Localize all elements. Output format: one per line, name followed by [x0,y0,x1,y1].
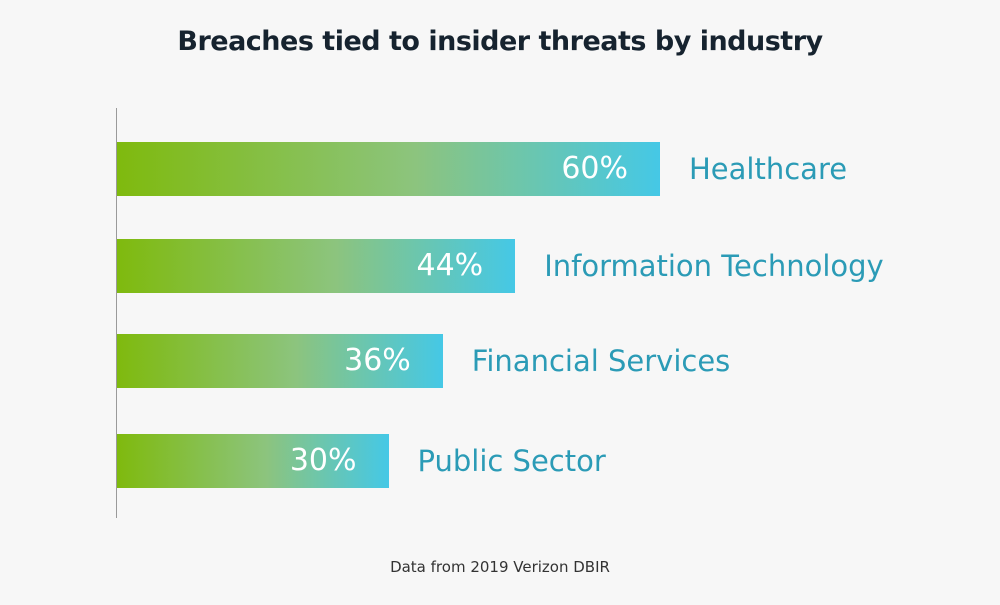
value-label: 36% [344,343,411,378]
category-label: Public Sector [417,444,606,478]
chart-title: Breaches tied to insider threats by indu… [177,26,823,57]
value-label: 60% [561,151,628,186]
value-label: 44% [416,248,484,283]
bar [117,239,516,293]
category-label: Financial Services [471,344,731,378]
category-label: Healthcare [689,152,848,186]
category-label: Information Technology [544,249,884,283]
bar [117,434,389,488]
value-label: 30% [289,443,357,478]
bar [117,142,660,196]
y-axis-line [116,108,117,518]
bar [117,334,443,388]
source-note: Data from 2019 Verizon DBIR [390,558,610,576]
